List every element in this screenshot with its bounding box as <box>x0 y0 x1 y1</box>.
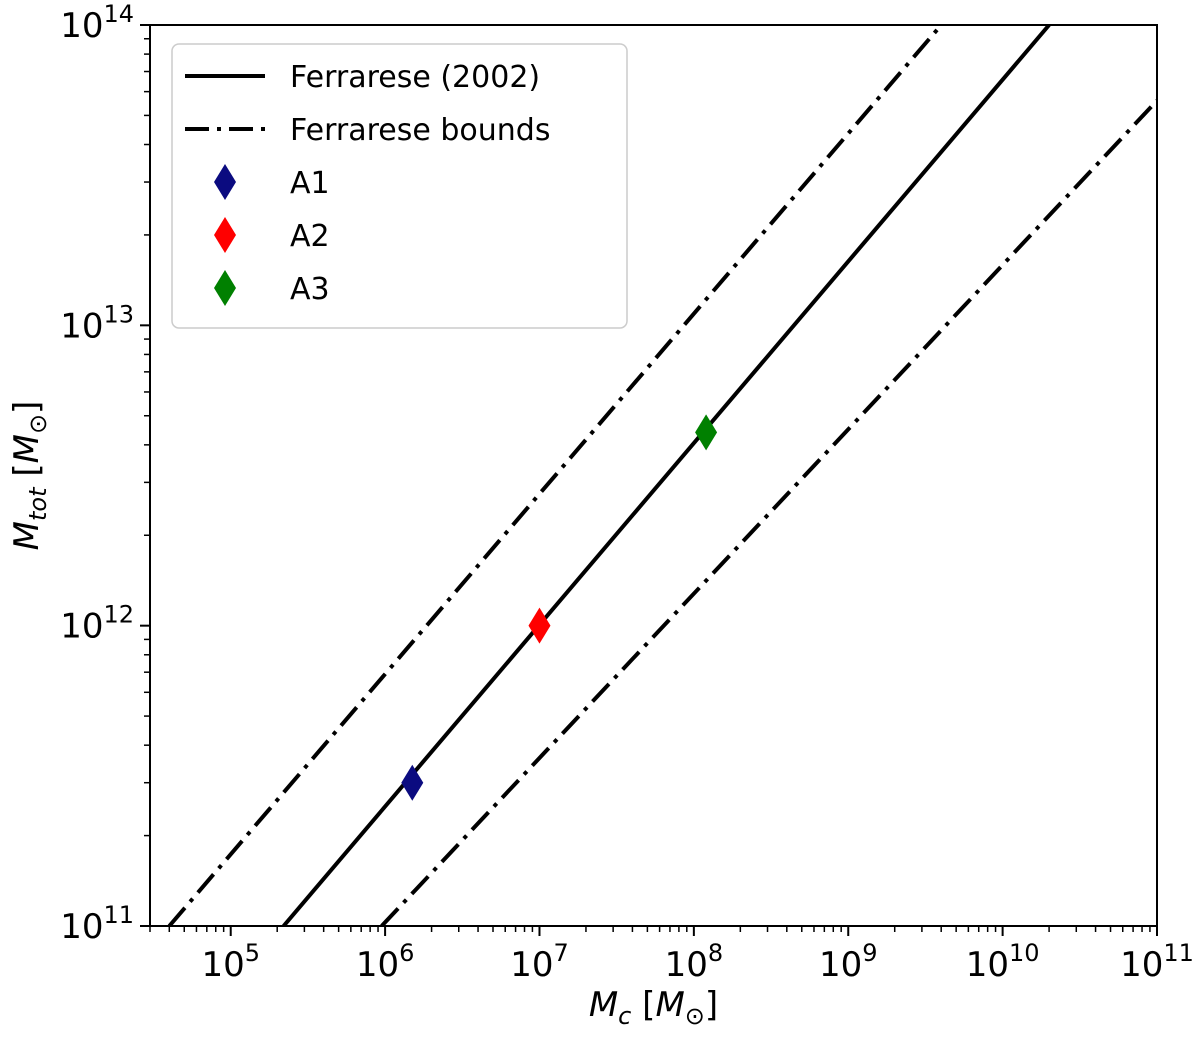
x-tick-label: 105 <box>201 939 260 985</box>
y-tick-label: 1014 <box>60 0 134 46</box>
y-axis-label: Mtot [M⊙] <box>7 401 52 551</box>
data-point-a3 <box>695 414 718 451</box>
y-tick-label: 1012 <box>60 601 134 647</box>
y-tick-label: 1011 <box>60 901 134 947</box>
axes-layer: 105 106 107 108 109 1010 1011 1011 1012 1013 1014 M… <box>7 0 1194 1030</box>
legend-label-a1: A1 <box>290 166 330 201</box>
legend-marker-a3 <box>214 270 236 306</box>
plot-frame <box>149 24 1158 927</box>
legend-label-a2: A2 <box>290 219 330 254</box>
legend-label-ferrarese-bounds: Ferrarese bounds <box>290 113 550 148</box>
x-tick-label: 109 <box>819 939 878 985</box>
data-point-a2 <box>528 607 551 644</box>
x-tick-label: 1010 <box>966 939 1040 985</box>
points-layer <box>401 414 718 801</box>
legend-label-a3: A3 <box>290 272 330 307</box>
data-point-a1 <box>401 764 424 801</box>
series-line-ferrarese-bound-2 <box>380 99 1157 926</box>
x-tick-label: 108 <box>665 939 724 985</box>
x-axis-label: Mc [M⊙] <box>589 985 718 1030</box>
x-tick-label: 106 <box>356 939 415 985</box>
legend-label-ferrarese-2002: Ferrarese (2002) <box>290 60 540 95</box>
x-tick-label: 1011 <box>1120 939 1194 985</box>
y-tick-label: 1013 <box>60 300 134 346</box>
x-tick-label: 107 <box>510 939 569 985</box>
series-line-ferrarese-bound-1 <box>167 25 943 926</box>
legend-marker-a1 <box>214 164 236 200</box>
legend: Ferrarese (2002) Ferrarese bounds A1 A2 A3 <box>171 43 628 329</box>
legend-box <box>171 43 628 329</box>
legend-marker-a2 <box>214 217 236 253</box>
